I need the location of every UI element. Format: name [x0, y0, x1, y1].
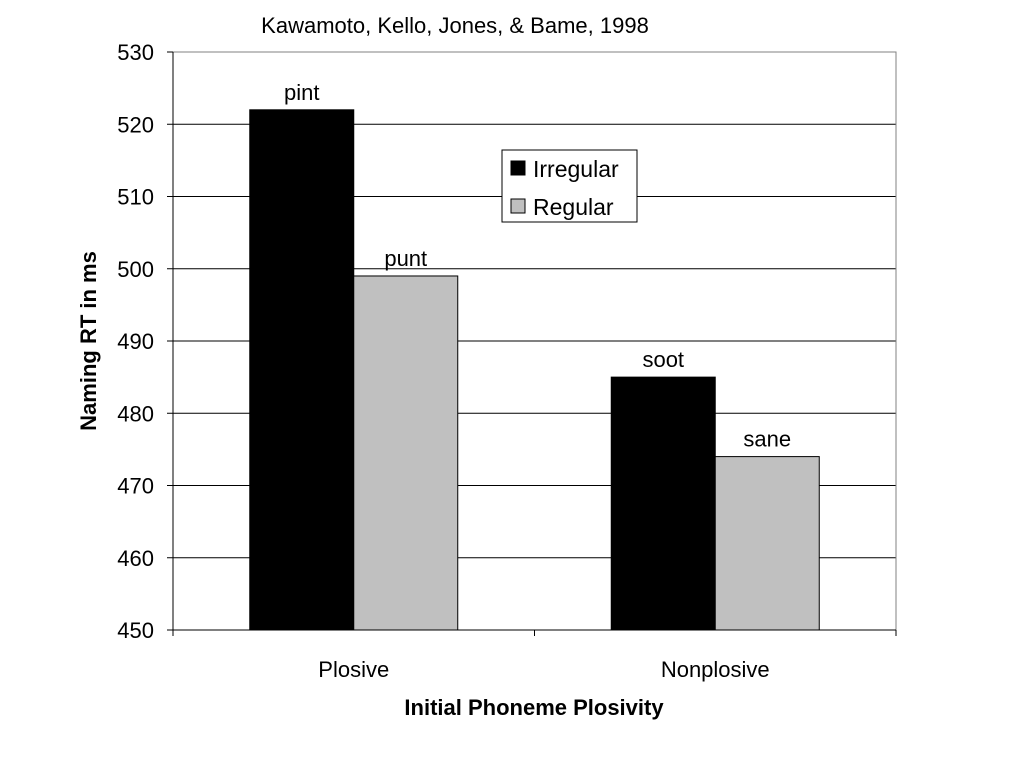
- x-category-label-nonplosive: Nonplosive: [661, 657, 770, 682]
- x-category-label-plosive: Plosive: [318, 657, 389, 682]
- y-tick-label-490: 490: [117, 329, 154, 354]
- y-tick-label-520: 520: [117, 112, 154, 137]
- y-tick-label-450: 450: [117, 618, 154, 643]
- y-tick-label-460: 460: [117, 546, 154, 571]
- y-tick-labels: 450 460 470 480 490 500 510 520 530: [117, 40, 154, 643]
- y-tick-label-470: 470: [117, 474, 154, 499]
- axes: [167, 51, 897, 636]
- legend-swatch-irregular: [510, 160, 526, 176]
- bar-regular-nonplosive: [714, 456, 820, 631]
- y-tick-label-500: 500: [117, 257, 154, 282]
- x-category-labels: Plosive Nonplosive: [318, 657, 769, 682]
- y-tick-label-510: 510: [117, 185, 154, 210]
- bar-irregular-nonplosive: [610, 376, 716, 631]
- y-axis-title: Naming RT in ms: [76, 251, 101, 431]
- legend-label-regular: Regular: [533, 194, 614, 220]
- y-tick-label-480: 480: [117, 401, 154, 426]
- bar-label-sane: sane: [743, 427, 791, 452]
- bars: [249, 109, 820, 631]
- legend: Irregular Regular: [501, 149, 638, 223]
- bar-regular-plosive: [353, 275, 459, 631]
- bar-irregular-plosive: [249, 109, 355, 631]
- bar-label-punt: punt: [384, 246, 427, 271]
- bar-label-pint: pint: [284, 80, 319, 105]
- bar-label-soot: soot: [642, 347, 684, 372]
- y-tick-label-530: 530: [117, 40, 154, 65]
- chart-title: Kawamoto, Kello, Jones, & Bame, 1998: [261, 13, 649, 38]
- bar-data-labels: pint punt soot sane: [284, 80, 791, 452]
- legend-swatch-regular: [510, 198, 526, 214]
- x-axis-title: Initial Phoneme Plosivity: [404, 695, 664, 720]
- legend-label-irregular: Irregular: [533, 156, 619, 182]
